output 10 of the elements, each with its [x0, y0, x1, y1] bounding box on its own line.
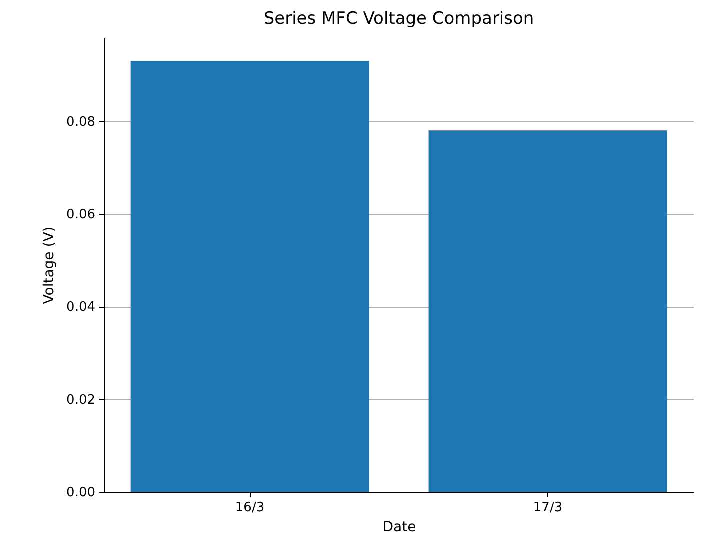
- x-axis-title: Date: [382, 520, 416, 536]
- y-tick-label: 0.06: [66, 208, 96, 223]
- y-tick-label: 0.08: [66, 114, 96, 130]
- y-axis-title: Voltage (V): [42, 226, 58, 304]
- y-tick-label: 0.00: [66, 486, 96, 500]
- x-tick-label: 17/3: [533, 500, 563, 516]
- chart-title: Series MFC Voltage Comparison: [264, 9, 534, 29]
- x-tick-label: 16/3: [235, 500, 265, 516]
- y-tick-label: 0.02: [66, 392, 96, 408]
- y-tick-label: 0.04: [66, 300, 96, 316]
